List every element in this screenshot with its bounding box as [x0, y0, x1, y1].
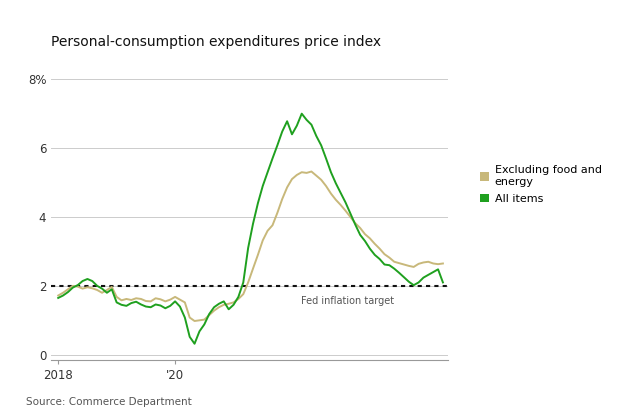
Text: Source: Commerce Department: Source: Commerce Department: [26, 397, 191, 407]
Text: Personal-consumption expenditures price index: Personal-consumption expenditures price …: [51, 35, 381, 49]
Legend: Excluding food and
energy, All items: Excluding food and energy, All items: [476, 161, 606, 208]
Text: Fed inflation target: Fed inflation target: [301, 296, 394, 306]
